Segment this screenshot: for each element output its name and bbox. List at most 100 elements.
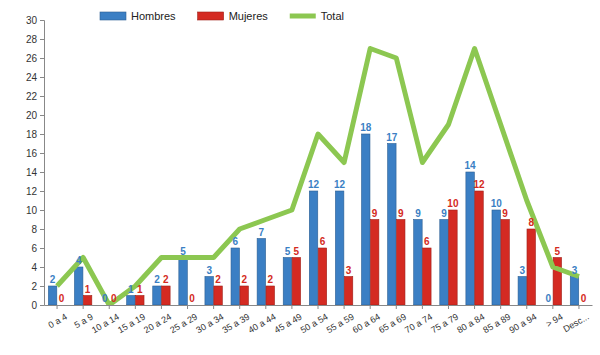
x-tick-mark: [448, 305, 449, 309]
data-label: 10: [447, 198, 459, 209]
y-tick-label: 4: [31, 262, 37, 273]
x-tick: 30 a 34: [194, 305, 225, 335]
bar: [466, 172, 474, 305]
y-tick-label: 20: [26, 110, 38, 121]
bar: [570, 277, 578, 306]
bar-series: [83, 191, 561, 305]
data-label: 0: [546, 293, 552, 304]
data-label: 17: [386, 132, 398, 143]
x-tick-mark: [552, 305, 553, 309]
x-tick-mark: [422, 305, 423, 309]
bar: [188, 305, 196, 306]
x-tick: 15 a 19: [116, 305, 147, 335]
y-tick-mark: [40, 210, 44, 211]
y-tick-mark: [40, 58, 44, 59]
data-label: 9: [415, 208, 421, 219]
legend-label: Hombres: [131, 10, 176, 22]
bar: [162, 286, 170, 305]
bar: [527, 229, 535, 305]
x-tick-label: 15 a 19: [116, 312, 147, 336]
bar: [205, 277, 213, 306]
x-tick-label: Desc...: [561, 312, 590, 335]
x-tick: 0 a 4: [46, 305, 68, 330]
x-tick-label: 70 a 74: [403, 312, 434, 336]
x-tick: 80 a 84: [455, 305, 486, 335]
x-tick-mark: [578, 305, 579, 309]
data-label: 7: [259, 227, 265, 238]
bar: [362, 134, 370, 305]
x-tick: 10 a 14: [90, 305, 121, 335]
x-tick-label: 75 a 79: [429, 312, 460, 336]
data-label: 14: [465, 160, 477, 171]
x-tick: 90 a 94: [507, 305, 538, 335]
bar: [449, 210, 457, 305]
x-tick-label: 20 a 24: [142, 312, 173, 336]
legend-item: Total: [290, 10, 344, 22]
x-tick-mark: [291, 305, 292, 309]
bar: [318, 248, 326, 305]
bar: [127, 296, 135, 306]
x-tick: 35 a 39: [220, 305, 251, 335]
bar: [518, 277, 526, 306]
y-tick-label: 24: [26, 72, 38, 83]
y-tick-mark: [40, 77, 44, 78]
data-label: 8: [528, 217, 534, 228]
y-tick-label: 0: [31, 300, 37, 311]
x-tick-mark: [213, 305, 214, 309]
x-tick-label: 60 a 64: [351, 312, 382, 336]
x-tick-mark: [161, 305, 162, 309]
legend: Hombres Mujeres Total: [100, 10, 344, 22]
y-tick-label: 26: [26, 53, 38, 64]
bar: [136, 296, 144, 306]
x-tick-label: 90 a 94: [507, 312, 538, 336]
x-tick: 85 a 89: [481, 305, 512, 335]
data-label: 2: [154, 274, 160, 285]
y-tick: 12: [26, 186, 44, 197]
y-axis-line: [40, 21, 45, 306]
bar: [492, 210, 500, 305]
data-label: 12: [473, 179, 485, 190]
x-tick-mark: [318, 305, 319, 309]
data-label: 3: [346, 265, 352, 276]
x-tick-mark: [370, 305, 371, 309]
bar: [83, 296, 91, 306]
bar: [344, 277, 352, 306]
x-tick: 50 a 54: [299, 305, 330, 335]
data-label: 18: [360, 122, 372, 133]
bar: [266, 286, 274, 305]
x-tick-label: 80 a 84: [455, 312, 486, 336]
y-tick-label: 16: [26, 148, 38, 159]
x-tick-mark: [344, 305, 345, 309]
x-tick: 65 a 69: [377, 305, 408, 335]
x-tick: 55 a 59: [325, 305, 356, 335]
x-tick-mark: [396, 305, 397, 309]
y-tick: 16: [26, 148, 44, 159]
plot-marks: [48, 49, 579, 306]
x-tick-label: 0 a 4: [46, 312, 68, 331]
x-tick-mark: [526, 305, 527, 309]
x-tick: 20 a 24: [142, 305, 173, 335]
data-label: 10: [491, 198, 503, 209]
y-tick-label: 8: [31, 224, 37, 235]
bar: [257, 239, 265, 306]
y-tick-mark: [40, 305, 44, 306]
data-label: 6: [424, 236, 430, 247]
x-tick-mark: [500, 305, 501, 309]
legend-item: Mujeres: [198, 10, 269, 22]
x-tick-mark: [109, 305, 110, 309]
data-label: 3: [572, 265, 578, 276]
data-label: 2: [241, 274, 247, 285]
bar-series: [48, 134, 578, 305]
line: [57, 49, 579, 306]
y-tick-mark: [40, 172, 44, 173]
bar: [370, 220, 378, 306]
bar: [414, 220, 422, 306]
bar: [153, 286, 161, 305]
bar: [544, 305, 552, 306]
y-tick-mark: [40, 96, 44, 97]
x-tick-mark: [239, 305, 240, 309]
x-tick: 70 a 74: [403, 305, 434, 335]
x-tick-label: 30 a 34: [194, 312, 225, 336]
bar: [440, 220, 448, 306]
y-tick: 14: [26, 167, 44, 178]
